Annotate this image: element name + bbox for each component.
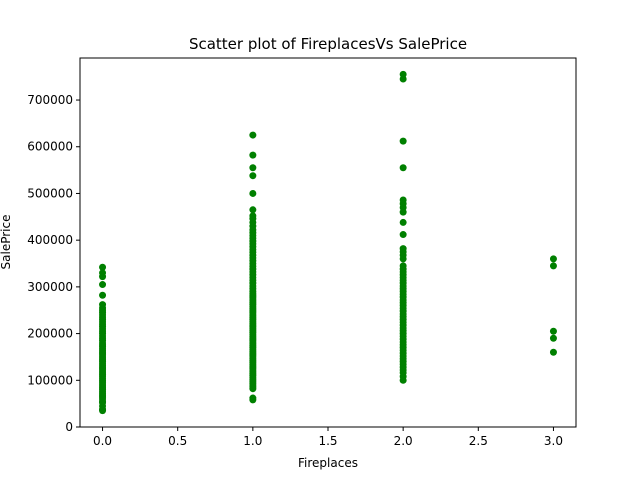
y-axis-ticks: 0 100000 200000 300000 400000 500000 600000 700…: [27, 93, 80, 434]
x-tick-label: 1.5: [318, 434, 337, 448]
data-point: [399, 137, 407, 145]
y-tick-label: 700000: [27, 93, 73, 107]
data-points: [99, 70, 557, 415]
y-tick-label: 300000: [27, 280, 73, 294]
y-axis-label: SalePrice: [0, 215, 13, 270]
x-tick-label: 0.5: [168, 434, 187, 448]
y-tick-label: 100000: [27, 373, 73, 387]
x-tick-label: 0.0: [93, 434, 112, 448]
x-tick-label: 2.5: [469, 434, 488, 448]
y-tick-label: 400000: [27, 233, 73, 247]
y-tick-label: 0: [65, 420, 73, 434]
data-point: [399, 70, 407, 78]
data-point: [99, 269, 107, 277]
x-axis-label: Fireplaces: [298, 456, 358, 470]
data-point: [249, 151, 257, 159]
data-point: [399, 262, 407, 270]
data-point: [549, 262, 557, 270]
y-tick-label: 600000: [27, 140, 73, 154]
x-axis-ticks: 0.0 0.5 1.0 1.5 2.0 2.5 3.0: [93, 427, 563, 448]
data-point: [99, 291, 107, 299]
data-point: [249, 206, 257, 214]
plot-frame: [79, 57, 577, 428]
data-point: [99, 263, 107, 271]
data-point: [549, 327, 557, 335]
data-point: [99, 281, 107, 289]
data-point: [249, 172, 257, 180]
data-point: [399, 164, 407, 172]
chart-title: Scatter plot of FireplacesVs SalePrice: [189, 35, 467, 53]
data-point: [549, 255, 557, 263]
y-tick-label: 200000: [27, 327, 73, 341]
data-point: [249, 189, 257, 197]
data-point: [399, 245, 407, 253]
y-tick-label: 500000: [27, 186, 73, 200]
data-point: [249, 164, 257, 172]
x-tick-label: 3.0: [544, 434, 563, 448]
data-point: [549, 334, 557, 342]
data-point: [249, 212, 257, 220]
data-point: [399, 218, 407, 226]
data-point: [549, 348, 557, 356]
data-point: [399, 196, 407, 204]
data-point: [249, 394, 257, 402]
data-point: [399, 231, 407, 239]
x-tick-label: 1.0: [243, 434, 262, 448]
x-tick-label: 2.0: [394, 434, 413, 448]
data-point: [99, 301, 107, 309]
data-point: [249, 131, 257, 139]
